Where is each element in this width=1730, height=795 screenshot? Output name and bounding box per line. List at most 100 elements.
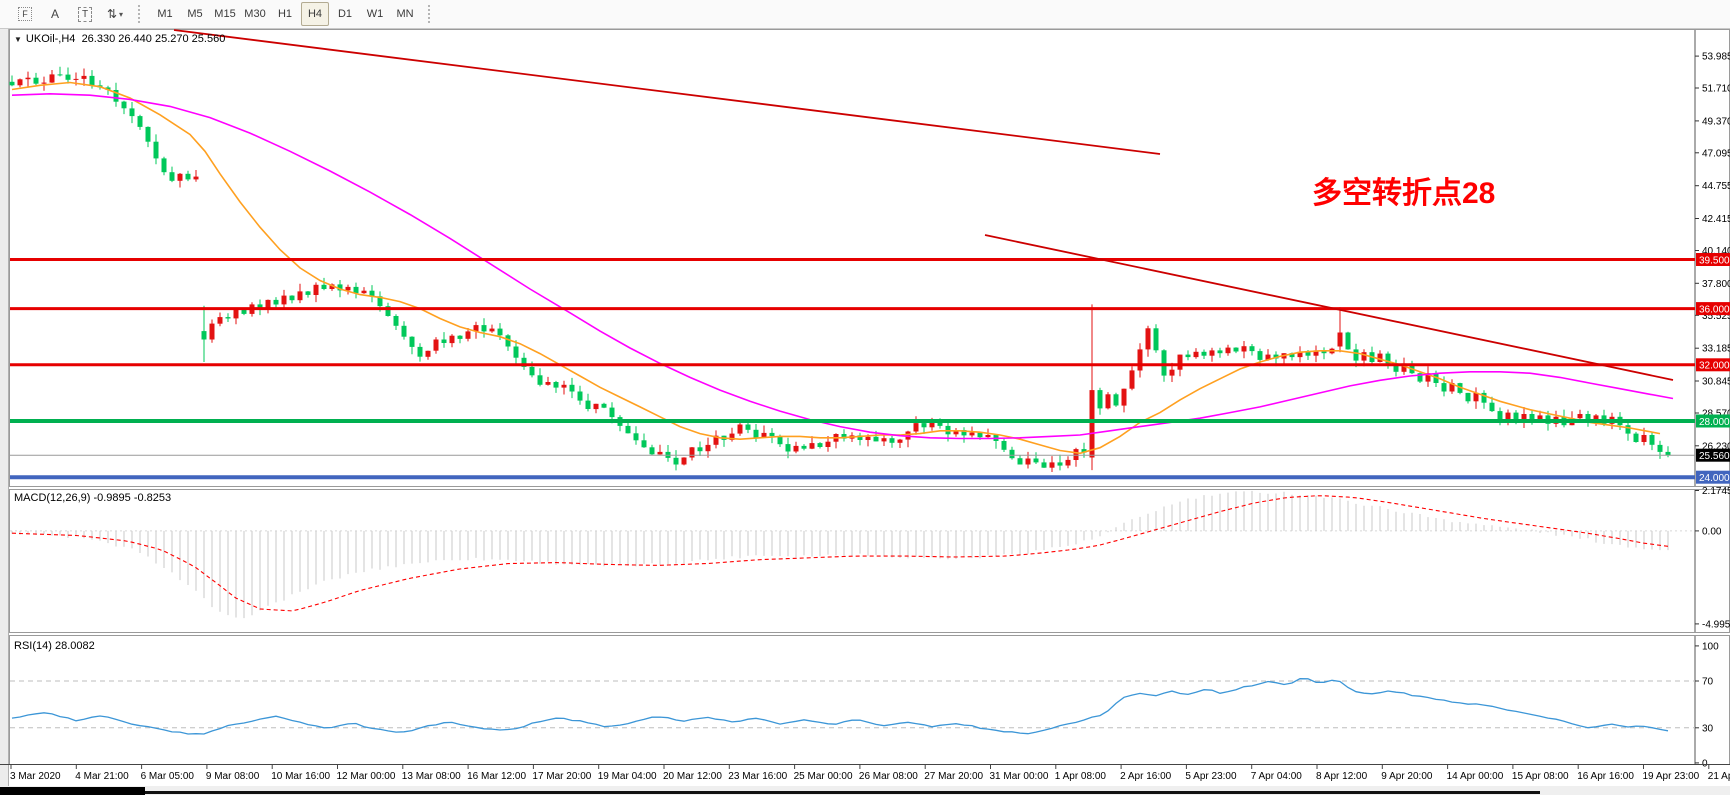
candle-body: [1537, 415, 1543, 423]
candle-body: [961, 430, 967, 436]
candle-body: [217, 317, 223, 324]
timeframe-button-m1[interactable]: M1: [157, 8, 173, 20]
time-tick-label[interactable]: 9 Apr 20:00: [1381, 771, 1433, 782]
timeframe-button-w1[interactable]: W1: [366, 8, 384, 20]
macd-signal-line: [11, 495, 1669, 612]
time-tick-label[interactable]: 8 Apr 12:00: [1316, 771, 1368, 782]
timeframe-button-m15[interactable]: M15: [214, 8, 236, 20]
candle-body: [817, 443, 823, 447]
candle-body: [441, 339, 447, 343]
toolbar-grip[interactable]: [138, 5, 144, 23]
time-tick-label[interactable]: 13 Mar 08:00: [402, 771, 461, 782]
candle-body: [1153, 328, 1159, 351]
candle-body: [177, 173, 183, 181]
price-tick-label: 53.985: [1702, 52, 1730, 63]
candle-body: [1505, 412, 1511, 420]
time-tick-label[interactable]: 5 Apr 23:00: [1185, 771, 1237, 782]
candle-body: [329, 284, 335, 289]
symbol-dropdown-icon[interactable]: ▼: [14, 35, 22, 44]
time-tick-label[interactable]: 26 Mar 08:00: [859, 771, 918, 782]
timeframe-button-h4[interactable]: H4: [301, 2, 329, 26]
candle-body: [457, 335, 463, 339]
time-tick-label[interactable]: 16 Mar 12:00: [467, 771, 526, 782]
candle-body: [1337, 332, 1343, 347]
candle-body: [1073, 449, 1079, 460]
candle-body: [649, 447, 655, 455]
candle-body: [1161, 350, 1167, 376]
descending-trendline[interactable]: [984, 234, 1674, 381]
dropdown-caret-icon[interactable]: ▾: [119, 9, 124, 19]
time-tick-label[interactable]: 15 Apr 08:00: [1512, 771, 1569, 782]
candle-body: [713, 435, 719, 445]
candle-body: [1297, 351, 1303, 358]
candle-body: [697, 447, 703, 452]
indicator-arrows-icon[interactable]: ⇅ ▾: [106, 7, 124, 21]
candle-body: [161, 158, 167, 173]
time-tick-label[interactable]: 31 Mar 00:00: [990, 771, 1049, 782]
descending-trendline[interactable]: [173, 29, 1161, 155]
candle-body: [353, 286, 359, 294]
time-tick-label[interactable]: 20 Mar 12:00: [663, 771, 722, 782]
time-tick-label[interactable]: 12 Mar 00:00: [337, 771, 396, 782]
text-box-icon[interactable]: T: [71, 2, 99, 26]
toolbar-grip-end[interactable]: [428, 5, 434, 23]
candle-body: [873, 436, 879, 442]
timeframe-button-mn[interactable]: MN: [396, 8, 414, 20]
candle-body: [1345, 332, 1351, 350]
candle-body: [553, 382, 559, 388]
candle-body: [1497, 411, 1503, 420]
text-label-icon[interactable]: A: [50, 7, 59, 21]
candle-body: [1169, 369, 1175, 376]
timeframe-button-d1[interactable]: D1: [337, 8, 353, 20]
price-badge-label: 39.500: [1699, 255, 1730, 266]
time-tick-label[interactable]: 19 Mar 04:00: [598, 771, 657, 782]
price-tick-label: 51.710: [1702, 84, 1730, 95]
candle-body: [145, 126, 151, 142]
time-tick-label[interactable]: 19 Apr 23:00: [1643, 771, 1700, 782]
candle-body: [601, 403, 607, 408]
candle-body: [1481, 392, 1487, 403]
candle-body: [345, 286, 351, 291]
time-tick-label[interactable]: 7 Apr 04:00: [1251, 771, 1303, 782]
candle-body: [1241, 346, 1247, 352]
candle-body: [1217, 350, 1223, 354]
price-tick-label: 40.140: [1702, 246, 1730, 257]
candle-body: [689, 447, 695, 458]
time-tick-label[interactable]: 10 Mar 16:00: [271, 771, 330, 782]
candle-body: [17, 79, 23, 86]
candle-body: [881, 438, 887, 442]
time-tick-label[interactable]: 4 Mar 21:00: [75, 771, 129, 782]
chart-annotation-text[interactable]: 多空转折点28: [1312, 177, 1496, 210]
time-tick-label[interactable]: 2 Apr 16:00: [1120, 771, 1172, 782]
price-badge: [1696, 302, 1730, 316]
candle-body: [609, 407, 615, 418]
time-tick-label[interactable]: 14 Apr 00:00: [1447, 771, 1504, 782]
time-tick-label[interactable]: 21 Apr 00:00: [1708, 771, 1730, 782]
timeframe-button-m30[interactable]: M30: [244, 8, 266, 20]
candle-body: [1313, 350, 1319, 356]
timeframe-button-m5[interactable]: M5: [187, 8, 203, 20]
candle-body: [1089, 390, 1095, 458]
price-tick-label: 49.370: [1702, 116, 1730, 127]
time-tick-label[interactable]: 3 Mar 2020: [10, 771, 61, 782]
time-tick-label[interactable]: 25 Mar 00:00: [794, 771, 853, 782]
candle-body: [1137, 349, 1143, 371]
candle-body: [1185, 354, 1191, 358]
time-tick-label[interactable]: 17 Mar 20:00: [532, 771, 591, 782]
candle-body: [305, 291, 311, 295]
time-tick-label[interactable]: 9 Mar 08:00: [206, 771, 260, 782]
crosshair-grid-icon[interactable]: F: [11, 2, 39, 26]
time-tick-label[interactable]: 27 Mar 20:00: [924, 771, 983, 782]
macd-tick-label: 2.1745: [1702, 486, 1730, 497]
timeframe-button-h1[interactable]: H1: [277, 8, 293, 20]
price-badge: [1696, 253, 1730, 266]
candle-body: [753, 429, 759, 438]
candle-body: [1649, 435, 1655, 445]
time-tick-label[interactable]: 16 Apr 16:00: [1577, 771, 1634, 782]
time-tick-label[interactable]: 6 Mar 05:00: [141, 771, 195, 782]
time-tick-label[interactable]: 1 Apr 08:00: [1055, 771, 1107, 782]
candle-body: [857, 435, 863, 440]
time-tick-label[interactable]: 23 Mar 16:00: [728, 771, 787, 782]
symbol-ohlc-header[interactable]: ▼ UKOil-,H4 26.330 26.440 25.270 25.560: [14, 33, 225, 45]
